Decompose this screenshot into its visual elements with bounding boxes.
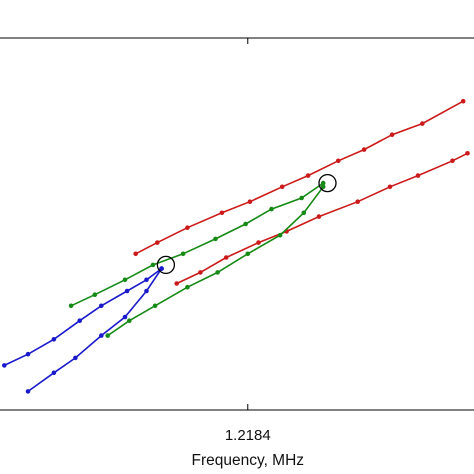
data-point: [450, 158, 455, 164]
series-red-2: [174, 151, 470, 286]
data-point: [77, 318, 82, 324]
data-point: [122, 314, 128, 320]
data-point: [159, 266, 164, 271]
series-green-4: [105, 184, 326, 338]
axes-frame: [0, 37, 474, 411]
data-point: [144, 277, 149, 283]
data-point: [305, 173, 311, 178]
series-line: [70, 182, 324, 307]
data-point: [320, 184, 326, 190]
data-point: [277, 232, 283, 238]
data-point: [185, 225, 190, 230]
highlight-circle-marker: [156, 255, 176, 275]
data-point: [73, 355, 78, 361]
data-point: [185, 284, 190, 290]
data-point: [215, 270, 220, 275]
highlight-circle-marker: [318, 173, 337, 193]
data-point: [269, 206, 274, 212]
series-line: [3, 267, 163, 367]
data-point: [198, 270, 203, 275]
data-point: [180, 251, 186, 257]
data-point: [320, 180, 326, 186]
series-layer: [2, 98, 470, 394]
data-point: [336, 158, 341, 164]
data-point: [213, 236, 218, 242]
series-green-3: [68, 180, 326, 309]
data-point: [127, 318, 132, 324]
data-point: [316, 214, 322, 219]
data-point: [92, 292, 98, 298]
data-point: [420, 121, 425, 126]
data-point: [51, 337, 57, 342]
series-blue-6: [25, 266, 164, 394]
data-point: [223, 255, 229, 260]
data-point: [99, 333, 104, 338]
data-point: [99, 303, 104, 309]
data-point: [247, 199, 253, 204]
series-line: [135, 100, 464, 255]
x-axis-label: Frequency, MHz: [191, 452, 304, 469]
data-point: [150, 262, 156, 268]
data-point: [174, 281, 179, 286]
data-point: [465, 151, 470, 156]
data-point: [301, 210, 307, 216]
data-point: [387, 184, 393, 190]
data-point: [122, 277, 128, 283]
tick-layer: 1.2184: [225, 38, 271, 444]
data-point: [279, 184, 285, 190]
data-point: [361, 147, 367, 152]
data-point: [155, 240, 160, 245]
data-point: [245, 251, 251, 257]
data-point: [415, 173, 421, 178]
data-point: [105, 333, 110, 338]
data-point: [51, 370, 57, 376]
data-point: [355, 199, 361, 204]
data-point: [389, 132, 395, 137]
data-point: [25, 389, 31, 394]
data-point: [133, 251, 138, 257]
annotation-layer: [156, 173, 337, 275]
series-red-1: [133, 98, 466, 257]
data-point: [299, 195, 304, 201]
x-tick-label: 1.2184: [225, 427, 271, 444]
data-point: [144, 288, 149, 294]
data-point: [460, 98, 466, 104]
data-point: [25, 351, 31, 357]
data-point: [152, 303, 158, 309]
data-point: [124, 288, 130, 294]
data-point: [219, 210, 225, 216]
data-point: [243, 221, 248, 227]
data-point: [68, 303, 74, 309]
data-point: [2, 363, 7, 368]
data-point: [256, 240, 261, 245]
